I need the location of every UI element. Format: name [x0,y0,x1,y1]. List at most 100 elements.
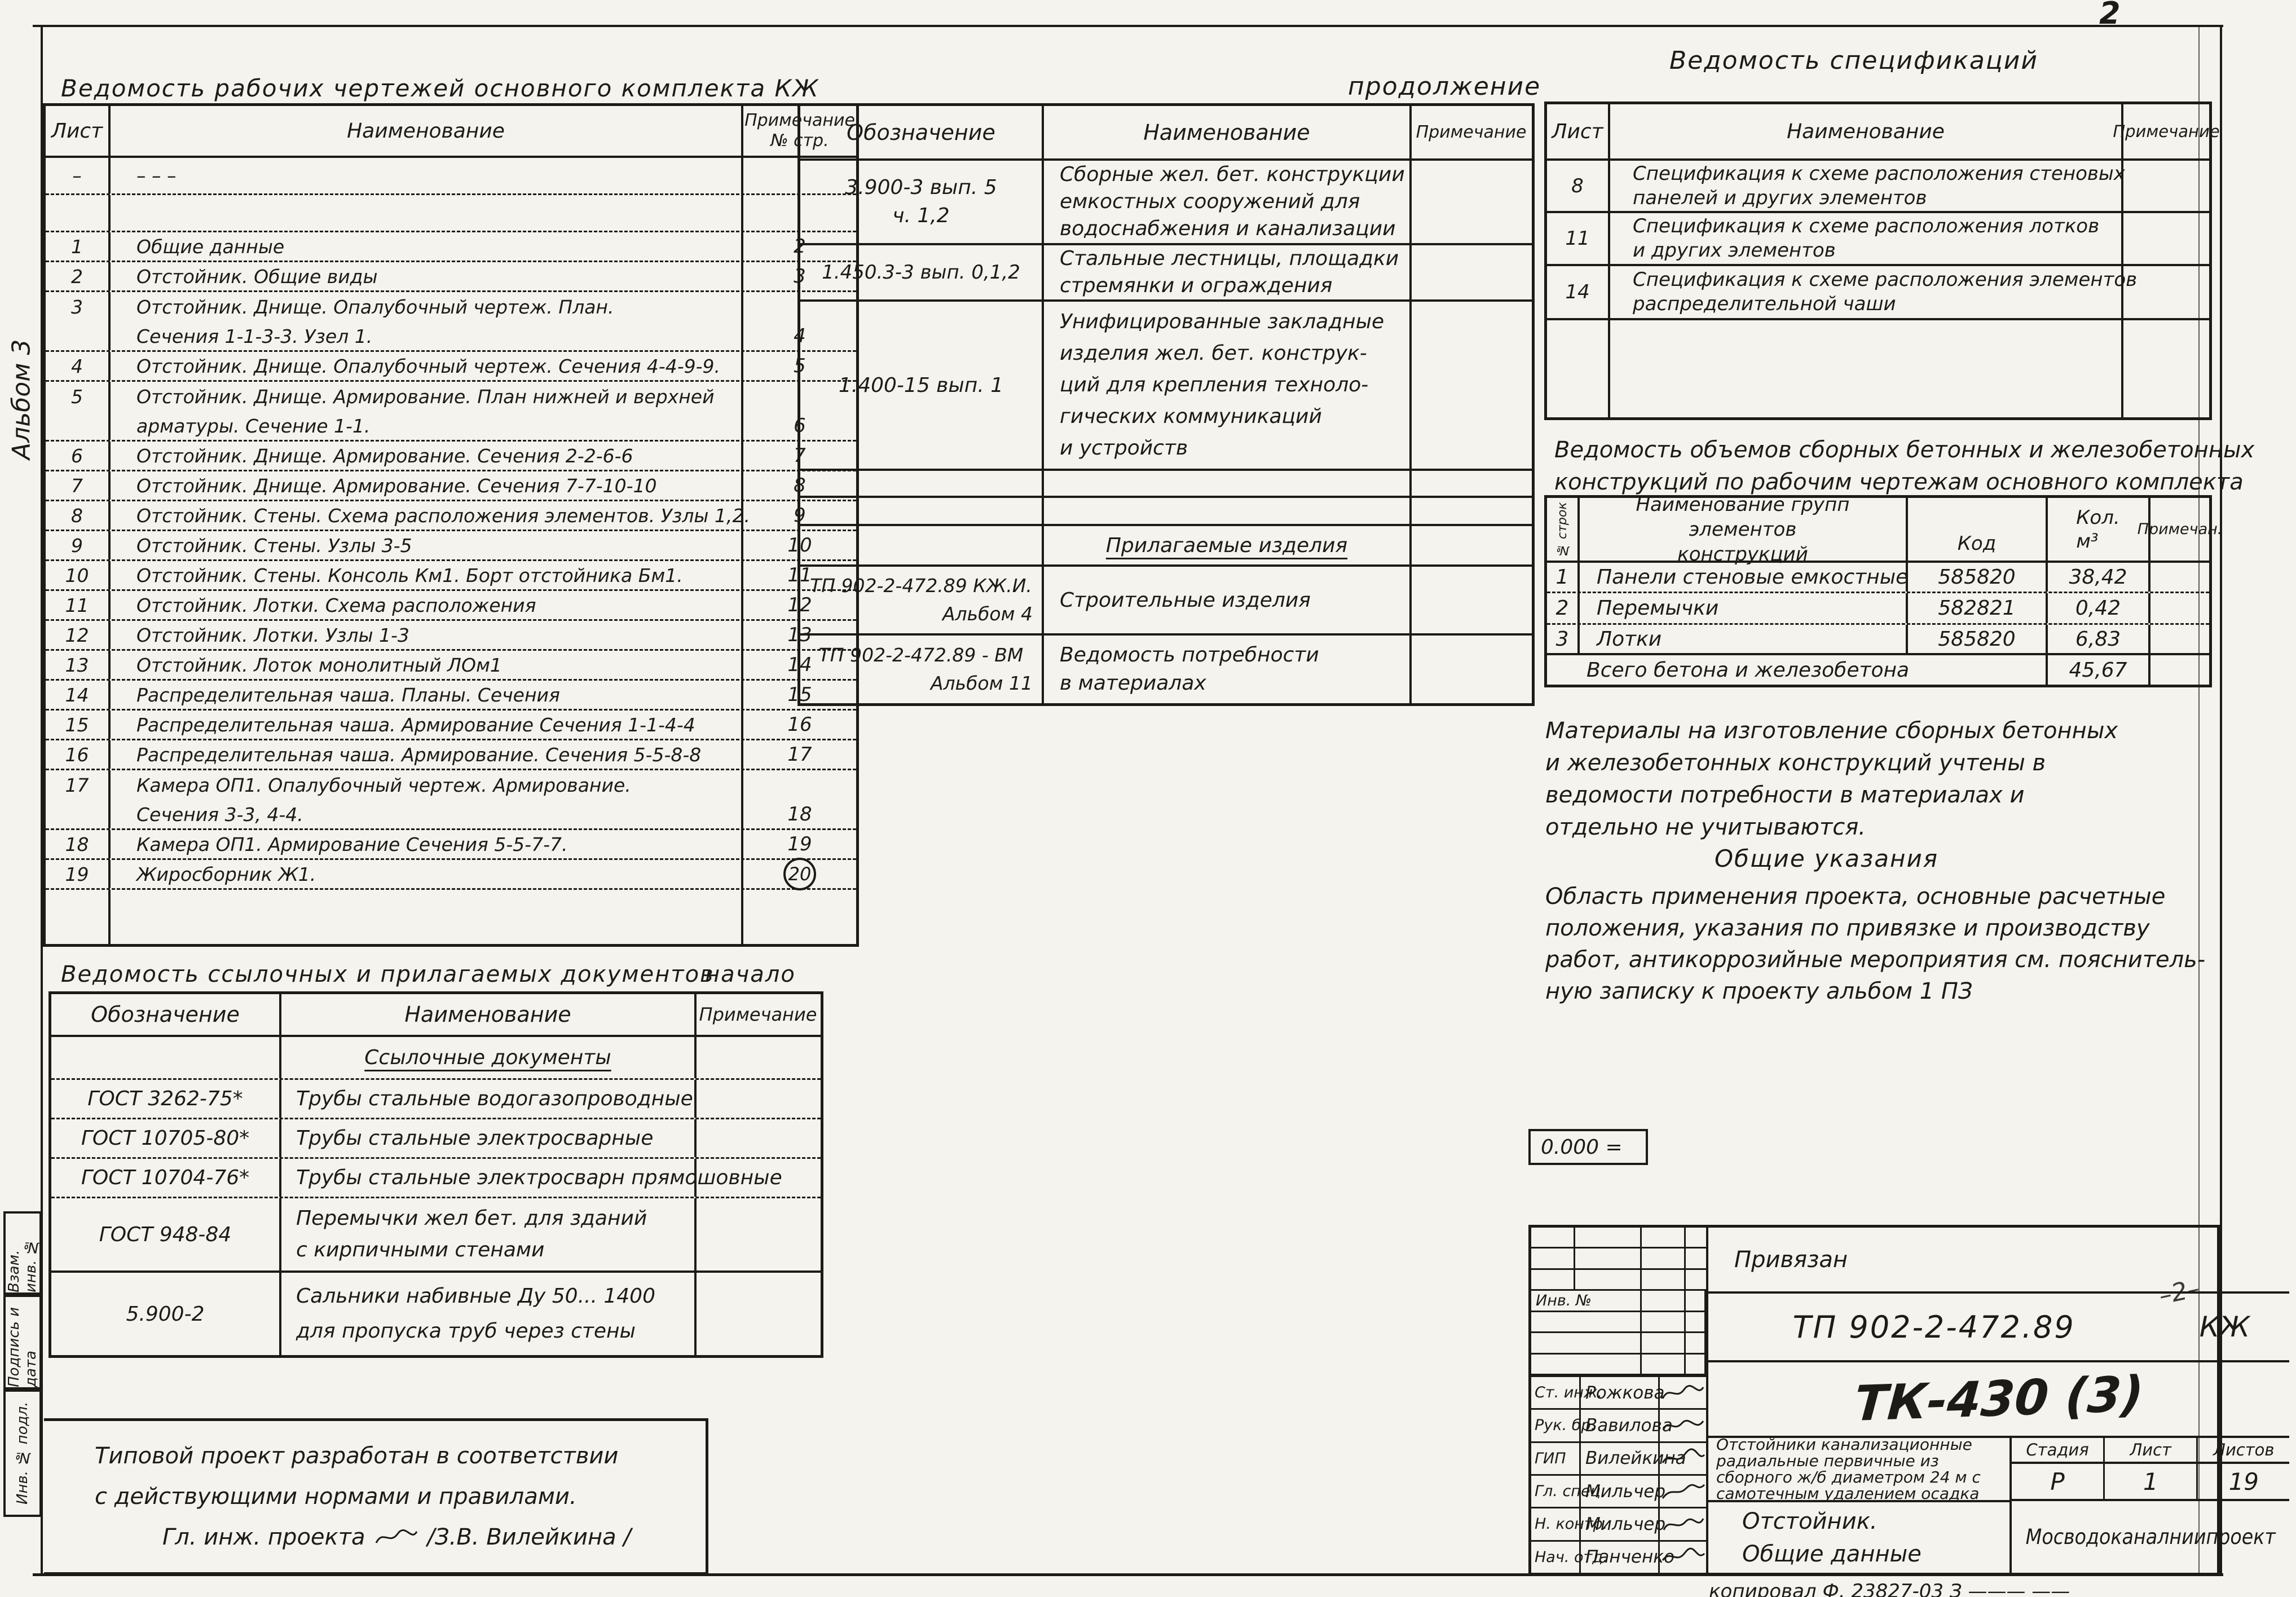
grid-cell [1531,1269,1575,1291]
continuation-title: продолжение [1348,72,1541,101]
sheet-num: 12 [46,621,111,649]
col-name: Наименование [111,106,743,156]
signature-row: Н. контр. Мильчер [1531,1507,1706,1540]
signature-icon [1662,1547,1706,1561]
drawings-register-table: Лист Наименование Примечание № стр. – – … [43,103,859,947]
materials-line: отдельно не учитываются. [1545,814,1866,840]
empty-cell [51,1037,281,1078]
table-row: ГОСТ 10704-76* Трубы стальные электросва… [51,1159,821,1198]
name-line: Стальные лестницы, площадки [1060,247,1399,270]
materials-line: Материалы на изготовление сборных бетонн… [1545,718,2118,744]
signature-rows: Ст. инж. Рожкова Рук. бр. Вавилова ГИП В… [1531,1375,1706,1573]
description-line: Отстойники канализационные [1716,1435,1972,1454]
note-line1: Типовой проект разработан в соответствии [95,1443,619,1469]
sheet-subject: Отстойник. Общие данные [1708,1502,2009,1573]
frame-top-line [33,25,2223,27]
empty-cell [1547,320,1610,417]
sheet-num [46,890,111,944]
empty-cell [1044,471,1412,496]
signature-cell [1660,1410,1706,1441]
sidebar-box-podpis-data: Подпись и дата [3,1295,42,1389]
spec-line: Спецификация к схеме расположения элемен… [1633,268,2138,291]
drawing-name: Отстойник. Днище. Армирование. Сечения 2… [111,442,743,470]
sidebar-box-inv-podl: Инв. № подл. [3,1389,42,1517]
doc-number-row: ТП 902-2-472.89 КЖ [1708,1294,2290,1362]
spec-note [2123,161,2209,211]
code-line2: Альбом 11 [930,672,1033,694]
table-row: 13 Отстойник. Лоток монолитный ЛОм1 14 [46,651,856,681]
doc-name: Трубы стальные электросварные [281,1119,697,1157]
spec-name: Спецификация к схеме расположения элемен… [1610,266,2137,318]
table-row: 14 Распределительная чаша. Планы. Сечени… [46,681,856,711]
sheet-num: 4 [46,352,111,380]
table-row: 7 Отстойник. Днище. Армирование. Сечения… [46,471,856,501]
drawing-name: Отстойник. Стены. Схема расположения эле… [111,501,750,530]
sheet-num [46,800,111,828]
empty-cell [1412,471,1531,496]
table-row: 15 Распределительная чаша. Армирование С… [46,711,856,740]
name-line: в материалах [1060,672,1206,695]
doc-note [1412,636,1531,703]
stamp-number: ТК-430 (3) [1852,1365,2145,1433]
empty-cell [800,498,1044,524]
empty-cell [697,1037,819,1078]
frame-right-outer-line [2220,25,2222,1574]
row-num: 2 [1547,593,1580,623]
grid-cell [1686,1249,1706,1270]
sheets-label: Листов [2213,1440,2275,1459]
page-ref: 17 [787,743,812,766]
signer-name: Мильчер [1581,1508,1665,1540]
doc-code: ТП 902-2-472.89 КЖ.И. Альбом 4 [800,567,1044,633]
table-row: 8 Спецификация к схеме расположения стен… [1547,161,2209,213]
doc-note [697,1080,819,1118]
col-name: Наименование [1610,104,2123,158]
doc-code: ГОСТ 948-84 [51,1198,281,1270]
group-code: 582821 [1908,593,2048,623]
grid-cell [1575,1333,1642,1355]
doc-name-line1: Сальники набивные Ду 50... 1400 [296,1285,655,1308]
table-row: 1 Панели стеновые емкостные 585820 38,42 [1547,563,2209,593]
sheet-num: 15 [46,711,111,739]
drawing-name: Камера ОП1. Опалубочный чертеж. Армирова… [111,770,743,800]
signer-name: Вавилова [1581,1410,1673,1441]
grid-cell [1642,1269,1686,1291]
grid-cell [1575,1249,1642,1270]
table-row: 14 Спецификация к схеме расположения эле… [1547,266,2209,320]
sig-prefix: Гл. инж. проекта [162,1524,365,1550]
subheader-row: Ссылочные документы [51,1037,821,1080]
total-row: Всего бетона и железобетона 45,67 [1547,655,2209,685]
doc-code: ГОСТ 3262-75* [51,1080,281,1118]
empty-cell [1044,498,1412,524]
table-row: 9 Отстойник. Стены. Узлы 3-5 10 [46,531,856,561]
signature-row: Нач. отд. Панченко [1531,1539,1706,1573]
total-label: Всего бетона и железобетона [1547,655,2048,685]
page-number: 2 [2099,0,2121,31]
sheet-value: 1 [2105,1464,2198,1499]
ref-docs-table: Обозначение Наименование Примечание Ссыл… [49,991,823,1358]
sheet-num: 14 [46,681,111,709]
signature-cell [1660,1377,1706,1408]
general-notes-line: положения, указания по привязке и произв… [1545,915,2150,941]
doc-code: ГОСТ 10705-80* [51,1119,281,1157]
col-name: Наименование [1044,106,1412,158]
table-row: 5.900-2 Сальники набивные Ду 50... 1400 … [51,1273,821,1355]
signature-icon [1662,1384,1704,1399]
revision-grid: Инв. № [1531,1228,1706,1375]
drawing-name [111,195,743,231]
general-notes-line: ную записку к проекту альбом 1 ПЗ [1545,978,1973,1004]
spec-note [2123,213,2209,264]
sheet-num: 13 [46,651,111,679]
table-row: 6 Отстойник. Днище. Армирование. Сечения… [46,442,856,471]
grid-cell [1686,1270,1706,1291]
grid-cell [1642,1354,1686,1375]
drawings-register-title: Ведомость рабочих чертежей основного ком… [61,74,819,102]
name-line: стремянки и ограждения [1060,274,1333,297]
drawing-name: Жиросборник Ж1. [111,860,743,888]
table-row: 5 Отстойник. Днище. Армирование. План ни… [46,382,856,412]
sheet-num [46,322,111,350]
table-row: 2 Перемычки 582821 0,42 [1547,593,2209,625]
signer-role: Нач. отд. [1531,1541,1607,1573]
spec-name: Спецификация к схеме расположения стенов… [1610,161,2125,211]
sheet-num: 19 [46,860,111,888]
